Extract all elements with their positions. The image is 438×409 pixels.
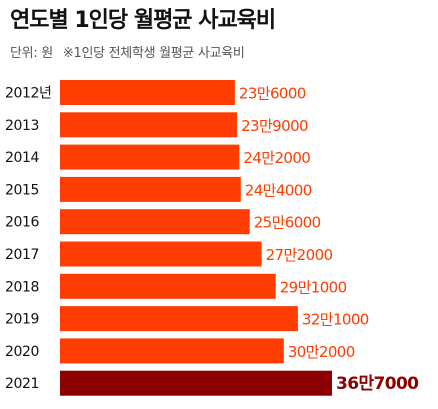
year-label: 2016	[5, 215, 40, 231]
year-label: 2021	[5, 376, 39, 392]
year-label: 2012년	[5, 86, 52, 102]
value-label: 23만9000	[241, 117, 308, 135]
bar	[60, 338, 284, 364]
value-label: 32만1000	[302, 311, 369, 329]
bar	[60, 112, 238, 138]
footnote: ※1인당 전체학생 월평균 사교육비	[62, 46, 245, 61]
value-label: 30만2000	[288, 343, 355, 361]
bar	[60, 209, 250, 235]
year-label: 2019	[5, 312, 39, 328]
year-label: 2017	[5, 247, 39, 263]
value-label: 29만1000	[280, 278, 347, 296]
bar	[60, 273, 276, 299]
chart-title: 연도별 1인당 월평균 사교육비	[10, 8, 276, 33]
value-label: 25만6000	[254, 214, 321, 232]
value-label: 27만2000	[266, 246, 333, 264]
bar	[60, 176, 241, 202]
value-label: 24만4000	[245, 181, 312, 199]
year-label: 2018	[5, 279, 39, 295]
bar	[60, 80, 235, 105]
year-label: 2015	[5, 182, 39, 198]
value-label: 24만2000	[243, 149, 310, 167]
unit-note: 단위: 원	[10, 46, 53, 61]
chart-subtitle: 단위: 원 ※1인당 전체학생 월평균 사교육비	[10, 42, 245, 61]
bar	[60, 370, 332, 396]
year-label: 2013	[5, 118, 39, 134]
bar	[60, 241, 262, 267]
value-label: 23만6000	[239, 85, 306, 103]
bar	[60, 144, 240, 170]
year-label: 2014	[5, 150, 40, 166]
year-label: 2020	[5, 344, 39, 360]
value-label: 36만7000	[336, 374, 419, 394]
bar	[60, 306, 298, 332]
